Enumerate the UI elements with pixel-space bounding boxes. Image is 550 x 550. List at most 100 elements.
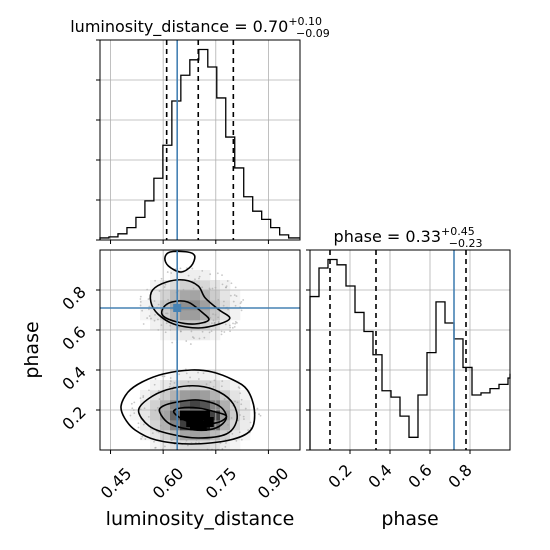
scatter-point xyxy=(234,400,236,403)
scatter-point xyxy=(179,330,182,333)
density-cell xyxy=(140,390,151,401)
scatter-point xyxy=(222,304,225,307)
scatter-point xyxy=(234,320,237,323)
scatter-point xyxy=(192,287,195,290)
contour-level-1-1 xyxy=(149,278,231,329)
scatter-point xyxy=(211,322,213,325)
scatter-point xyxy=(137,426,140,429)
scatter-point xyxy=(130,402,133,405)
joint-truth-marker xyxy=(100,250,300,450)
scatter-point xyxy=(225,285,228,288)
scatter-point xyxy=(154,446,157,449)
scatter-point xyxy=(221,274,223,277)
scatter-point xyxy=(153,319,156,322)
scatter-point xyxy=(148,305,151,308)
density-cell xyxy=(220,300,231,311)
density-cell xyxy=(230,410,241,421)
joint-frame xyxy=(99,249,301,451)
density-cell xyxy=(210,290,221,301)
density-cell xyxy=(130,410,141,421)
scatter-point xyxy=(231,432,234,435)
phase-x-tick-label-0.6: 0.6 xyxy=(404,460,435,491)
scatter-point xyxy=(221,447,224,450)
scatter-point xyxy=(158,290,161,292)
scatter-point xyxy=(203,336,206,339)
density-cell xyxy=(190,440,201,451)
density-cell xyxy=(180,320,191,331)
density-cell xyxy=(180,370,191,381)
density-cell xyxy=(220,420,231,431)
density-cell xyxy=(200,290,211,301)
scatter-point xyxy=(139,408,142,411)
scatter-point xyxy=(220,330,223,333)
truth-point xyxy=(173,304,182,312)
density-cell xyxy=(200,320,211,331)
scatter-point xyxy=(232,300,235,303)
density-cell xyxy=(160,320,171,331)
scatter-point xyxy=(217,316,220,319)
scatter-point xyxy=(209,381,212,384)
scatter-point xyxy=(187,274,190,277)
joint-contours xyxy=(120,250,256,445)
scatter-point xyxy=(156,406,159,409)
scatter-point xyxy=(198,337,201,340)
scatter-point xyxy=(233,325,236,328)
density-cell xyxy=(160,390,171,401)
density-cell xyxy=(180,380,191,391)
y-axis-label-phase: phase xyxy=(21,321,43,378)
density-cell xyxy=(220,320,231,331)
density-cell xyxy=(150,440,161,451)
density-cell xyxy=(190,280,201,291)
scatter-point xyxy=(212,319,215,322)
scatter-point xyxy=(163,286,166,288)
density-cell xyxy=(170,330,181,341)
density-cell xyxy=(180,420,191,431)
density-cell xyxy=(160,290,171,301)
scatter-point xyxy=(208,331,211,334)
scatter-point xyxy=(142,394,145,397)
scatter-point xyxy=(213,379,216,382)
scatter-point xyxy=(139,298,142,300)
joint-y-tick-labels: 0.2 0.4 0.6 0.8 xyxy=(58,282,89,433)
scatter-point xyxy=(178,326,180,329)
density-cell xyxy=(230,310,241,321)
scatter-point xyxy=(147,298,150,300)
scatter-point xyxy=(238,387,241,390)
density-peak-cell-0 xyxy=(186,417,197,427)
y-tick-label-0.2: 0.2 xyxy=(58,402,89,433)
scatter-point xyxy=(158,398,161,400)
density-cell xyxy=(200,440,211,451)
scatter-point xyxy=(169,382,172,385)
scatter-point xyxy=(142,396,145,399)
density-cell xyxy=(140,410,151,421)
density-cell xyxy=(180,280,191,291)
density-cell xyxy=(220,280,231,291)
density-cell xyxy=(160,330,171,341)
density-cell xyxy=(210,330,221,341)
scatter-point xyxy=(169,377,172,379)
density-cell xyxy=(230,430,241,441)
scatter-point xyxy=(168,385,171,388)
density-cell xyxy=(170,290,181,301)
scatter-point xyxy=(234,286,237,289)
density-cell xyxy=(170,390,181,401)
scatter-point xyxy=(185,439,188,442)
density-cell xyxy=(210,400,221,411)
scatter-point xyxy=(131,407,134,410)
scatter-point xyxy=(170,272,173,274)
density-cell xyxy=(230,390,241,401)
density-cell xyxy=(170,270,181,281)
scatter-point xyxy=(211,287,214,290)
luminosity-distance-title: luminosity_distance = 0.70+0.10 −0.09 xyxy=(70,15,330,40)
scatter-point xyxy=(229,326,232,329)
scatter-point xyxy=(164,283,167,286)
density-cell xyxy=(150,430,161,441)
scatter-point xyxy=(216,272,219,275)
scatter-point xyxy=(139,304,142,307)
density-cell xyxy=(210,390,221,401)
scatter-point xyxy=(226,280,229,282)
density-cell xyxy=(190,370,201,381)
scatter-point xyxy=(154,279,157,282)
density-cell xyxy=(150,300,161,311)
scatter-point xyxy=(197,378,200,380)
